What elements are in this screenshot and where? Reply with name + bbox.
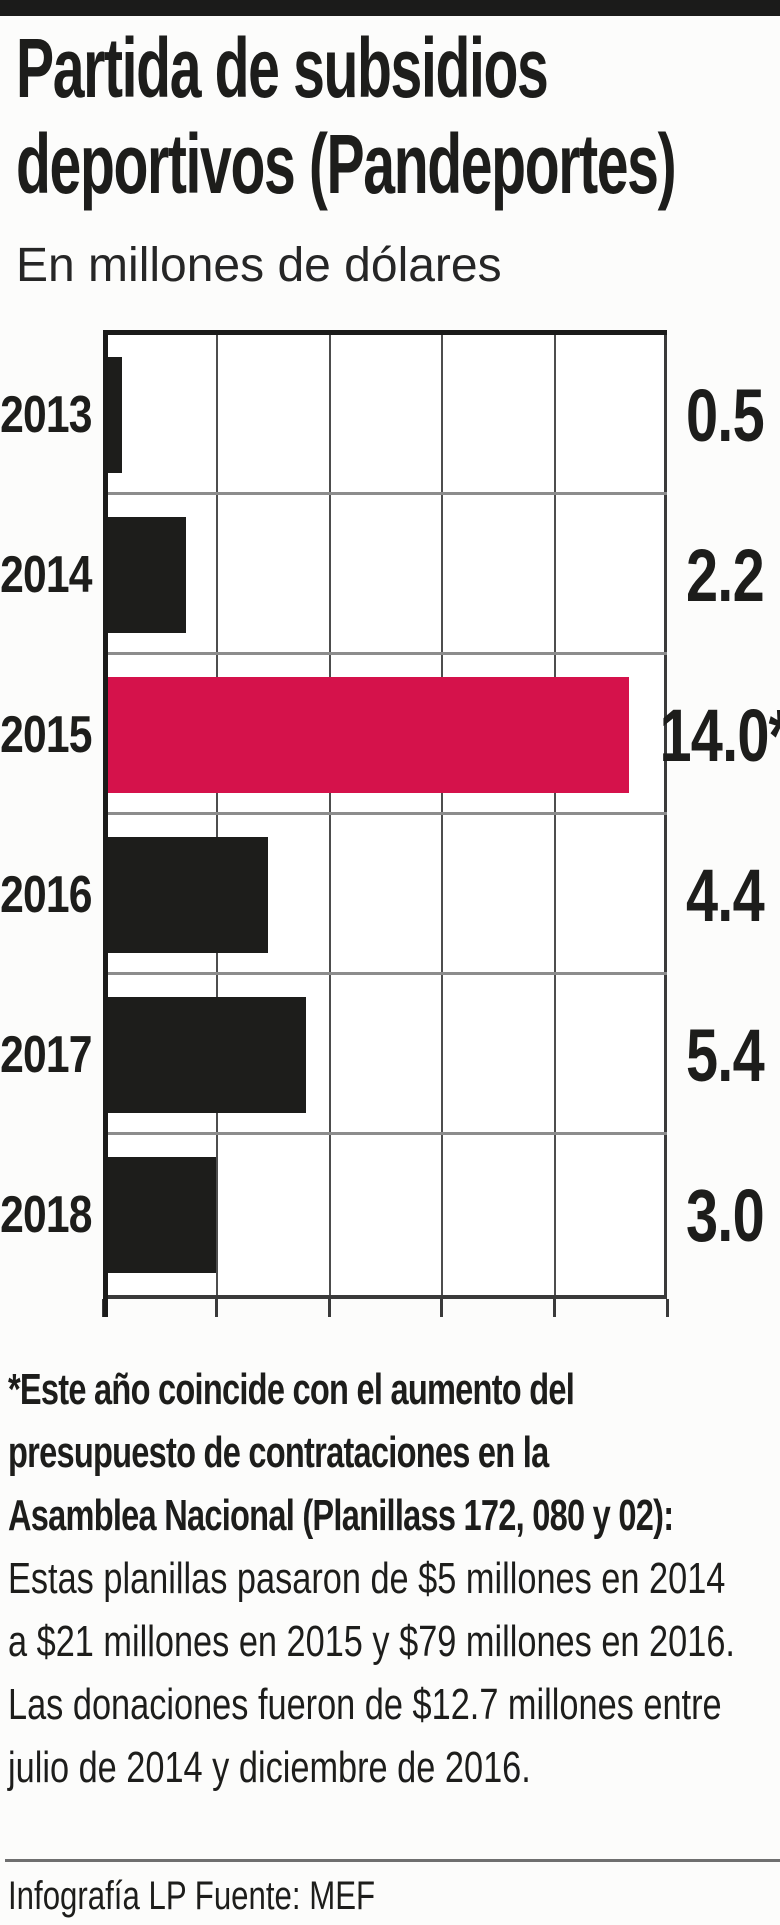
value-label-text-2014: 2.2 [686, 533, 765, 617]
footnote-bold-line-1: *Este año coincide con el aumento del [8, 1365, 575, 1414]
value-label-2013: 0.5 [670, 335, 780, 495]
bar-2015 [103, 677, 630, 793]
year-label-2017: 2017 [0, 975, 92, 1135]
year-label-text-2017: 2017 [0, 1026, 92, 1084]
footnote-line-4: Estas planillas pasaron de $5 millones e… [8, 1554, 726, 1603]
year-label-2013: 2013 [0, 335, 92, 495]
value-label-text-2018: 3.0 [686, 1173, 765, 1257]
x-axis-ticks [102, 1299, 669, 1317]
gridline-12 [554, 335, 557, 1295]
year-label-text-2018: 2018 [0, 1186, 92, 1244]
table-row-2018 [103, 1135, 667, 1295]
footnote-bold-line-2: presupuesto de contrataciones en la [8, 1428, 549, 1477]
bar-chart: 2013 2014 2015 2016 2017 2018 0.5 2.2 14.0* 4.4 5… [0, 330, 780, 1330]
plot-right-border [664, 335, 667, 1295]
footnote-line-6: Las donaciones fueron de $12.7 millones … [8, 1680, 722, 1729]
year-label-2014: 2014 [0, 495, 92, 655]
table-row-2015 [103, 655, 667, 815]
bar-2016 [103, 837, 269, 953]
value-labels: 0.5 2.2 14.0* 4.4 5.4 3.0 [660, 335, 780, 1295]
value-label-text-2017: 5.4 [686, 1013, 765, 1097]
value-label-text-2013: 0.5 [686, 373, 765, 457]
year-label-2018: 2018 [0, 1135, 92, 1295]
footnote-line-7: julio de 2014 y diciembre de 2016. [8, 1743, 531, 1792]
table-row-2013 [103, 335, 667, 495]
bar-2018 [103, 1157, 216, 1273]
page-title-line-2: deportivos (Pandeportes) [16, 117, 677, 211]
footnote: *Este año coincide con el aumento del pr… [8, 1358, 780, 1799]
page-title-line-1: Partida de subsidios [16, 21, 549, 115]
plot-top-border [103, 330, 667, 335]
x-tick-15 [666, 1299, 669, 1317]
value-label-2016: 4.4 [670, 815, 780, 975]
gridline-3 [215, 335, 218, 1295]
credit-source: Infografía LP Fuente: MEF [8, 1874, 376, 1918]
plot-area [103, 335, 667, 1295]
x-tick-9 [440, 1299, 444, 1317]
page-title: Partida de subsidios deportivos (Pandepo… [16, 20, 780, 212]
footer-divider [5, 1859, 780, 1862]
top-black-band [0, 0, 780, 16]
value-label-2017: 5.4 [670, 975, 780, 1135]
year-label-text-2016: 2016 [0, 866, 92, 924]
footnote-bold-line-3: Asamblea Nacional (Planillass 172, 080 y… [8, 1491, 674, 1540]
x-tick-12 [553, 1299, 557, 1317]
y-axis-line [103, 330, 108, 1317]
chart-rows [103, 335, 667, 1295]
value-label-2014: 2.2 [670, 495, 780, 655]
chart-units-subtitle: En millones de dólares [16, 239, 502, 292]
x-tick-3 [214, 1299, 218, 1317]
value-label-text-2016: 4.4 [686, 853, 765, 937]
value-label-2015: 14.0* [660, 655, 780, 815]
bar-2014 [103, 517, 186, 633]
gridline-6 [328, 335, 331, 1295]
table-row-2014 [103, 495, 667, 655]
table-row-2016 [103, 815, 667, 975]
value-label-text-2015: 14.0* [659, 693, 780, 777]
year-label-2016: 2016 [0, 815, 92, 975]
footnote-line-5: a $21 millones en 2015 y $79 millones en… [8, 1617, 735, 1666]
year-label-text-2014: 2014 [0, 546, 92, 604]
x-axis-line [103, 1295, 667, 1299]
x-tick-6 [327, 1299, 331, 1317]
year-labels: 2013 2014 2015 2016 2017 2018 [0, 335, 92, 1295]
year-label-text-2015: 2015 [0, 706, 92, 764]
bar-2017 [103, 997, 307, 1113]
year-label-2015: 2015 [0, 655, 92, 815]
year-label-text-2013: 2013 [0, 386, 92, 444]
gridline-9 [441, 335, 444, 1295]
table-row-2017 [103, 975, 667, 1135]
value-label-2018: 3.0 [670, 1135, 780, 1295]
